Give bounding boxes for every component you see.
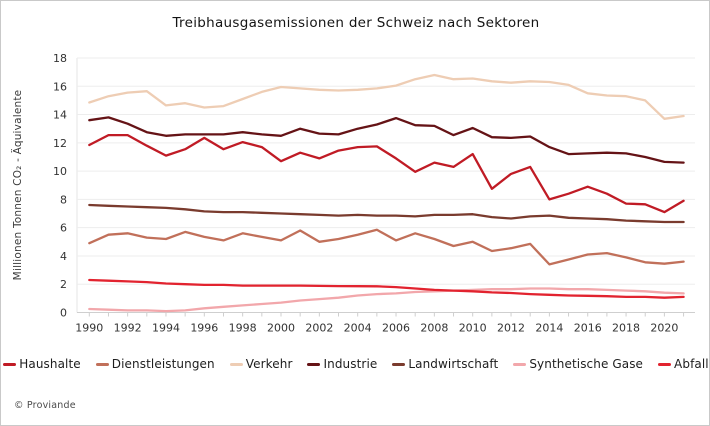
legend-item-synthetische-gase: Synthetische Gase	[513, 357, 643, 371]
x-tick-label: 2016	[574, 322, 602, 335]
legend-item-industrie: Industrie	[307, 357, 377, 371]
x-tick-label: 2018	[612, 322, 640, 335]
y-tick-label: 14	[53, 109, 67, 122]
legend-marker-synthetische-gase	[513, 362, 527, 366]
legend-marker-landwirtschaft	[392, 362, 406, 366]
legend-item-verkehr: Verkehr	[229, 357, 293, 371]
series-line-synthetische-gase	[88, 287, 685, 313]
x-tick-label: 2000	[267, 322, 295, 335]
series-line-landwirtschaft	[88, 203, 685, 224]
x-tick-label: 2012	[497, 322, 525, 335]
y-tick-label: 16	[53, 80, 67, 93]
legend-marker-abfall	[658, 362, 672, 366]
legend-item-haushalte: Haushalte	[3, 357, 81, 371]
x-tick-label: 1998	[229, 322, 257, 335]
legend-label-synthetische-gase: Synthetische Gase	[529, 357, 644, 371]
legend-label-haushalte: Haushalte	[19, 357, 81, 371]
x-tick-label: 1990	[75, 322, 103, 335]
y-tick-label: 4	[60, 250, 67, 263]
legend-item-abfall: Abfall	[658, 357, 709, 371]
copyright-label: © Proviande	[14, 400, 76, 411]
legend-label-abfall: Abfall	[674, 357, 709, 371]
x-tick-label: 1996	[190, 322, 218, 335]
chart-legend: Haushalte Dienstleistungen Verkehr Industri…	[1, 354, 709, 374]
legend-label-landwirtschaft: Landwirtschaft	[408, 357, 499, 371]
y-tick-label: 6	[60, 222, 67, 235]
y-tick-label: 2	[60, 278, 67, 291]
legend-label-dienstleistungen: Dienstleistungen	[111, 357, 215, 371]
legend-item-landwirtschaft: Landwirtschaft	[392, 357, 498, 371]
series-line-dienstleistungen	[88, 228, 685, 266]
y-tick-label: 10	[53, 165, 67, 178]
x-tick-label: 1992	[114, 322, 142, 335]
y-tick-label: 12	[53, 137, 67, 150]
x-tick-label: 2008	[420, 322, 448, 335]
legend-marker-industrie	[307, 362, 321, 366]
legend-marker-dienstleistungen	[95, 362, 109, 366]
y-tick-label: 8	[60, 193, 67, 206]
legend-label-verkehr: Verkehr	[245, 357, 293, 371]
x-tick-label: 2006	[382, 322, 410, 335]
x-tick-label: 2004	[344, 322, 372, 335]
x-tick-label: 2010	[459, 322, 487, 335]
line-chart-canvas: Millionen Tonnen CO₂ - Äquivalente 0 2 4 6 8…	[11, 52, 695, 335]
y-tick-label: 0	[60, 307, 67, 320]
y-axis-title: Millionen Tonnen CO₂ - Äquivalente	[11, 90, 24, 281]
series-line-verkehr	[88, 73, 685, 120]
x-tick-label: 2002	[305, 322, 333, 335]
series-line-haushalte	[88, 133, 685, 214]
x-tick-label: 2020	[650, 322, 678, 335]
x-tick-label: 1994	[152, 322, 180, 335]
chart-title: Treibhausgasemissionen der Schweiz nach …	[172, 15, 540, 31]
x-tick-label: 2014	[535, 322, 563, 335]
legend-item-dienstleistungen: Dienstleistungen	[95, 357, 215, 371]
series-line-industrie	[88, 116, 685, 164]
legend-marker-verkehr	[229, 362, 243, 366]
y-tick-label: 18	[53, 52, 67, 65]
legend-label-industrie: Industrie	[323, 357, 378, 371]
legend-marker-haushalte	[3, 362, 17, 366]
series-line-abfall	[88, 278, 685, 299]
